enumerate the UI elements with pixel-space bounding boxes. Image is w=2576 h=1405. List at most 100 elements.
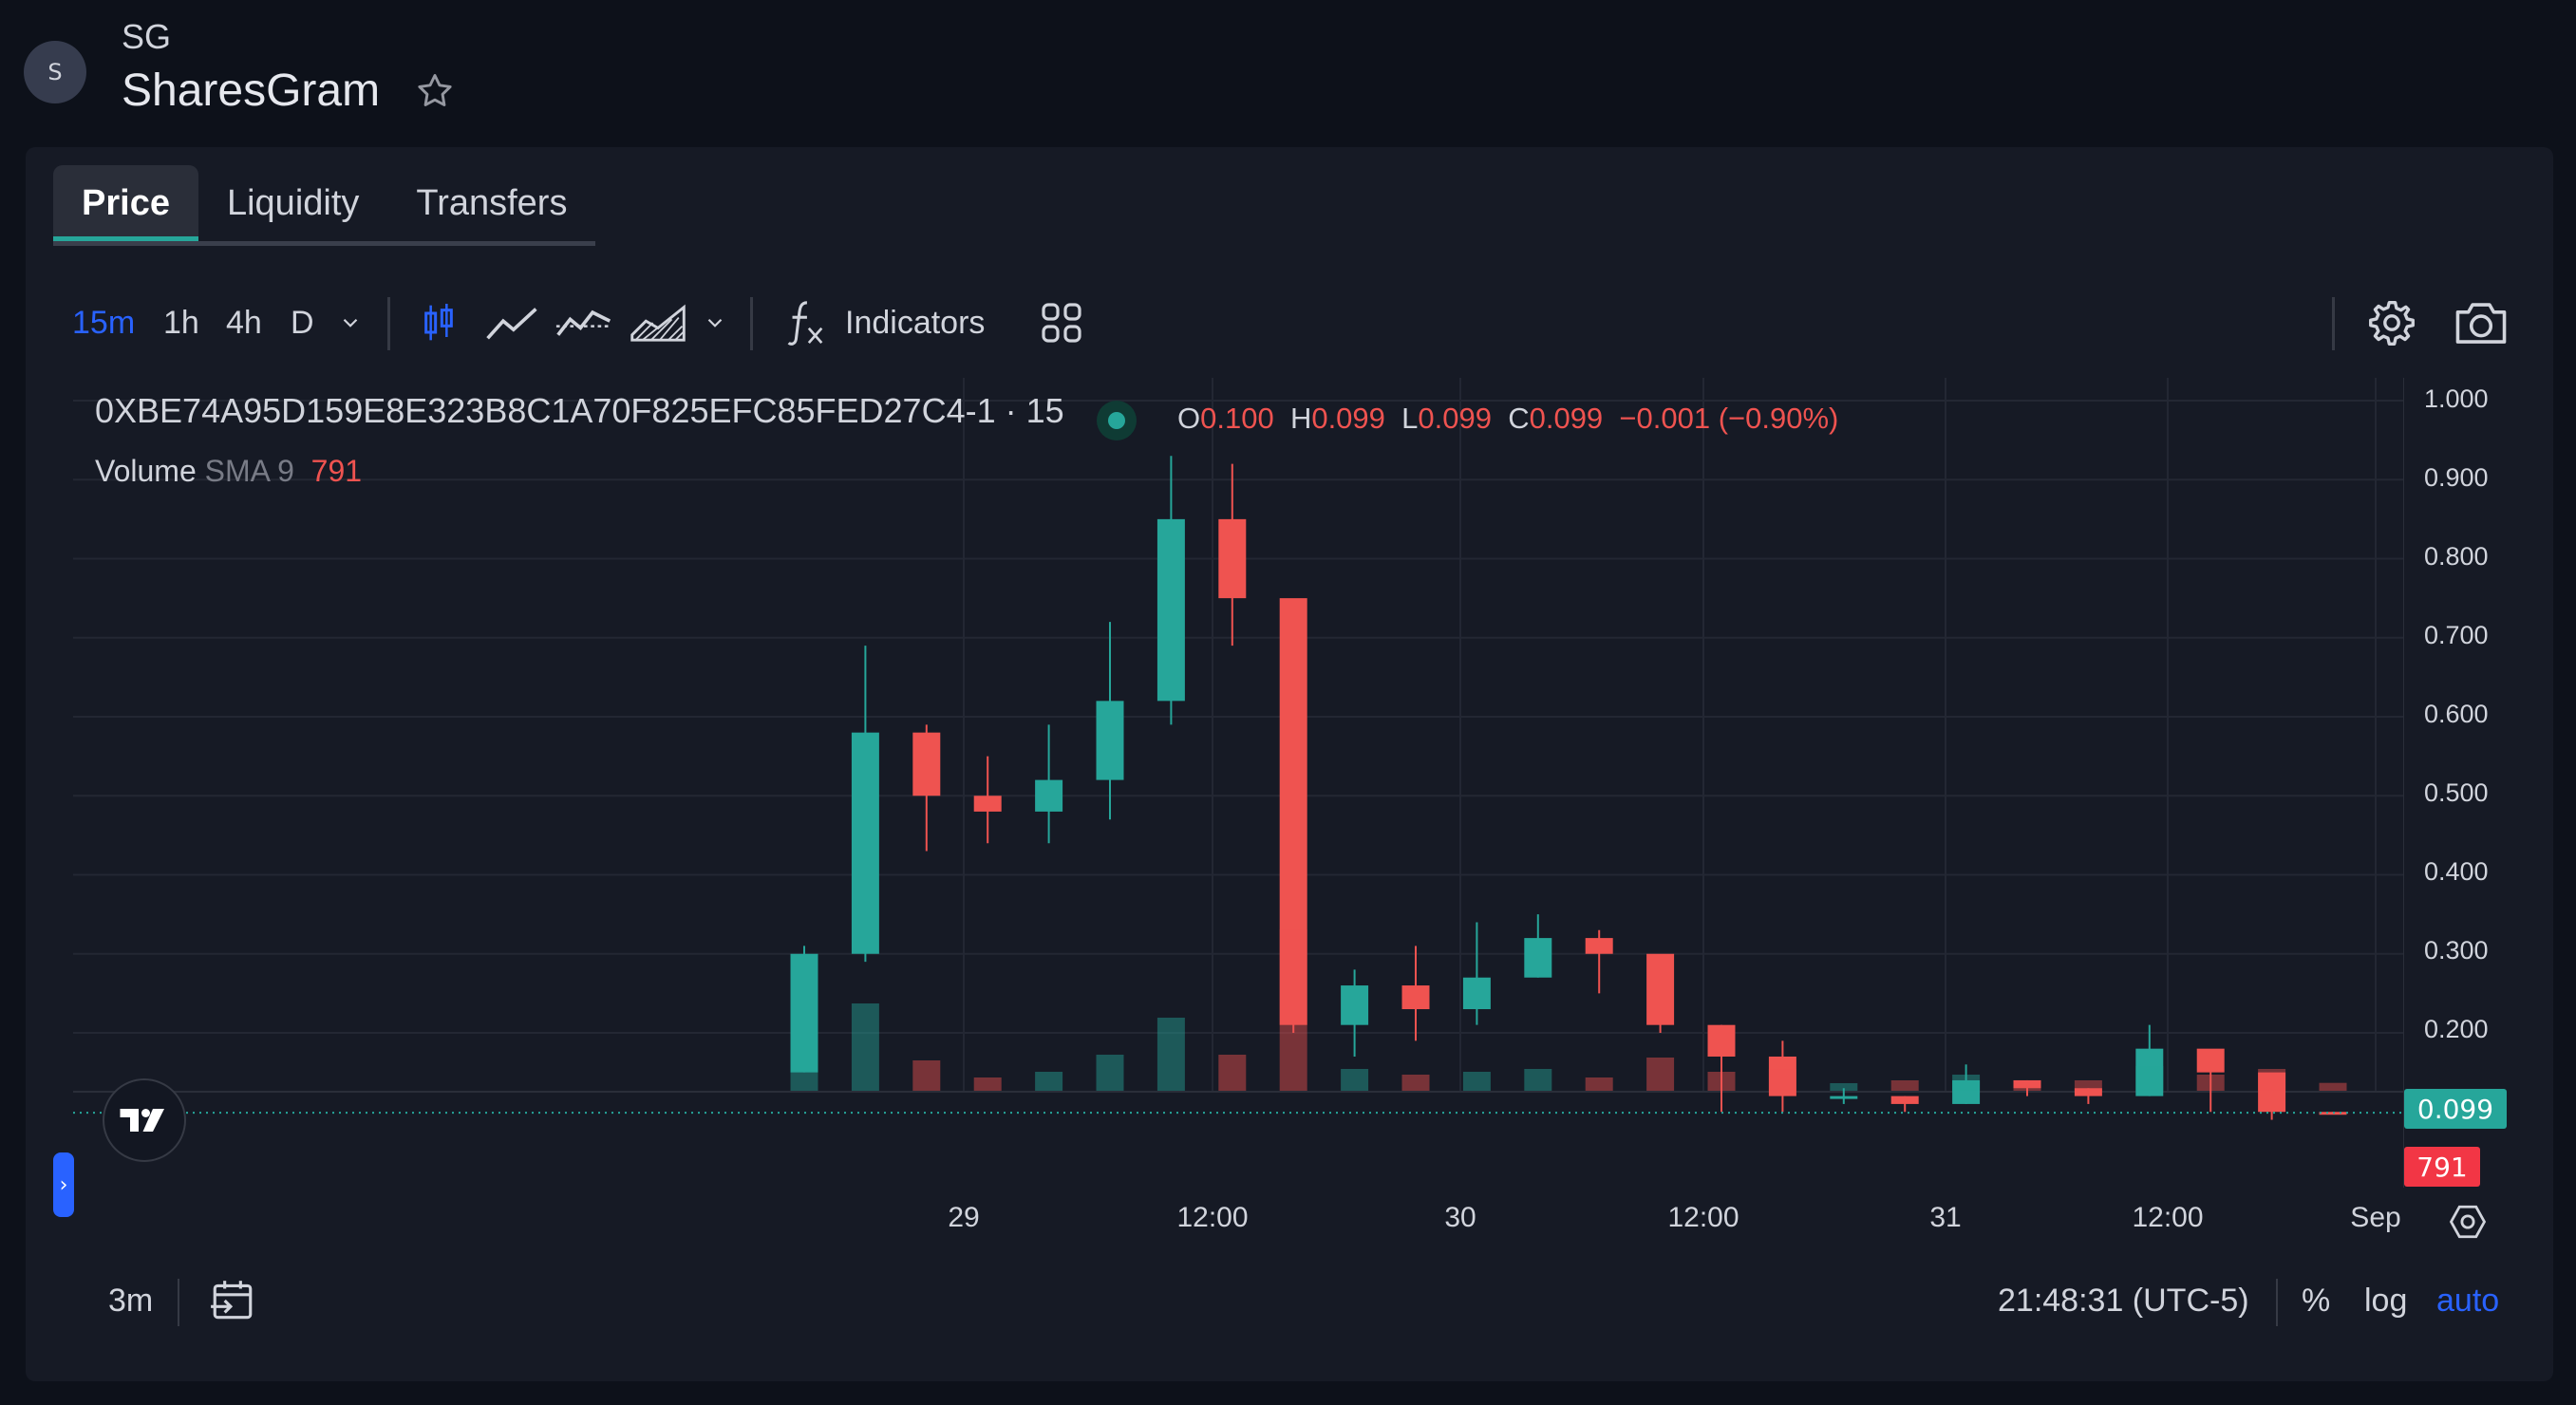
time-tick: 12:00 [2132,1202,2204,1233]
volume-bar [1768,1069,1796,1091]
interval-15m[interactable]: 15m [72,304,136,341]
indicators-button[interactable]: Indicators [845,304,986,341]
camera-icon[interactable] [2454,280,2509,365]
volume-bar [1035,1072,1063,1091]
divider [387,297,390,350]
low-value: 0.099 [1418,402,1492,435]
time-tick: 31 [1929,1202,1962,1233]
volume-value: 791 [310,454,363,488]
volume-bar [1524,1069,1552,1091]
star-icon[interactable] [414,70,456,112]
candle-body [1830,1096,1858,1099]
candle-body [973,796,1002,812]
interval-d[interactable]: D [291,304,314,341]
price-tick: 1.000 [2424,384,2489,413]
sidebar-toggle-handle[interactable]: › [53,1152,74,1217]
candle-body [912,732,941,796]
interval-4h[interactable]: 4h [226,304,262,341]
avatar: S [24,41,86,103]
volume-bar [790,1040,818,1091]
baseline-icon[interactable] [555,280,613,365]
goto-date-icon[interactable] [209,1258,256,1343]
high-label: H [1289,402,1312,435]
volume-bar [1462,1072,1491,1091]
current-volume-label: 791 [2404,1147,2480,1187]
price-tick: 0.600 [2424,700,2489,728]
token-symbol: SG [122,17,172,56]
volume-bar [2319,1082,2347,1091]
price-chart[interactable] [73,378,2404,1188]
candle-body [2013,1079,2041,1089]
time-tick: 12:00 [1667,1202,1739,1233]
tab-transfers[interactable]: Transfers [416,182,568,223]
chevron-down-icon[interactable] [703,280,727,365]
layout-grid-icon[interactable] [1041,280,1082,365]
line-icon[interactable] [484,280,539,365]
tradingview-logo[interactable] [103,1078,186,1162]
tab-liquidity[interactable]: Liquidity [226,182,360,223]
log-toggle[interactable]: log [2364,1282,2408,1319]
tab-price[interactable]: Price [53,165,198,241]
volume-bar [1096,1055,1124,1091]
candle-body [851,732,879,954]
candle-body [1462,977,1491,1010]
volume-bar [1341,1069,1369,1091]
volume-bar [2196,1075,2225,1091]
gear-icon[interactable] [2366,280,2417,365]
candle-body [1218,518,1247,599]
candle-body [1156,518,1185,702]
close-value: 0.099 [1529,402,1604,435]
percent-toggle[interactable]: % [2302,1282,2331,1319]
time-tick: Sep [2350,1202,2401,1233]
candle-body [1401,985,1430,1010]
divider [178,1279,179,1326]
tab-bar: Price Liquidity Transfers [53,165,596,246]
volume-bar [1890,1080,1919,1091]
candle-body [1524,938,1552,978]
time-tick: 12:00 [1176,1202,1249,1233]
volume-bar [1156,1018,1185,1091]
price-tick: 0.200 [2424,1015,2489,1043]
volume-bar [1952,1075,1981,1091]
candle-body [1768,1056,1796,1096]
volume-bar [1401,1075,1430,1091]
chart-toolbar: 15m 1h 4h D Indicators [53,280,2552,365]
area-icon[interactable] [629,280,687,365]
price-tick: 0.400 [2424,857,2489,886]
volume-bar [2074,1080,2102,1091]
divider [2276,1279,2278,1326]
candle-body [1585,938,1613,954]
high-value: 0.099 [1311,402,1385,435]
candle-body [1035,779,1063,812]
volume-bar [1707,1072,1736,1091]
auto-toggle[interactable]: auto [2436,1282,2500,1319]
volume-bar [912,1060,941,1091]
volume-bar [851,1003,879,1091]
candle-body [1952,1079,1981,1104]
fx-icon[interactable] [784,280,826,365]
open-label: O [1177,402,1201,435]
volume-bar [2013,1080,2041,1091]
time-tick: 30 [1444,1202,1476,1233]
axis-settings-icon[interactable] [2448,1202,2488,1242]
volume-bar [973,1077,1002,1091]
chevron-down-icon[interactable] [338,280,363,365]
price-tick: 0.500 [2424,778,2489,807]
close-label: C [1508,402,1530,435]
symbol-legend: 0XBE74A95D159E8E323B8C1A70F825EFC85FED27… [95,391,1064,430]
open-value: 0.100 [1200,402,1274,435]
price-tick: 0.700 [2424,621,2489,649]
candle-body [1341,985,1369,1025]
volume-bar [1646,1058,1675,1091]
range-3m-button[interactable]: 3m [108,1282,154,1319]
candles-icon[interactable] [420,280,458,365]
current-price-label: 0.099 [2404,1089,2507,1129]
time-tick: 29 [948,1202,980,1233]
price-tick: 0.900 [2424,463,2489,492]
clock-time[interactable]: 21:48:31 (UTC-5) [1998,1282,2249,1319]
volume-bar [1585,1077,1613,1091]
candle-body [2074,1088,2102,1096]
interval-1h[interactable]: 1h [163,304,199,341]
volume-bar [1830,1083,1858,1091]
candle-body [1279,598,1307,1025]
